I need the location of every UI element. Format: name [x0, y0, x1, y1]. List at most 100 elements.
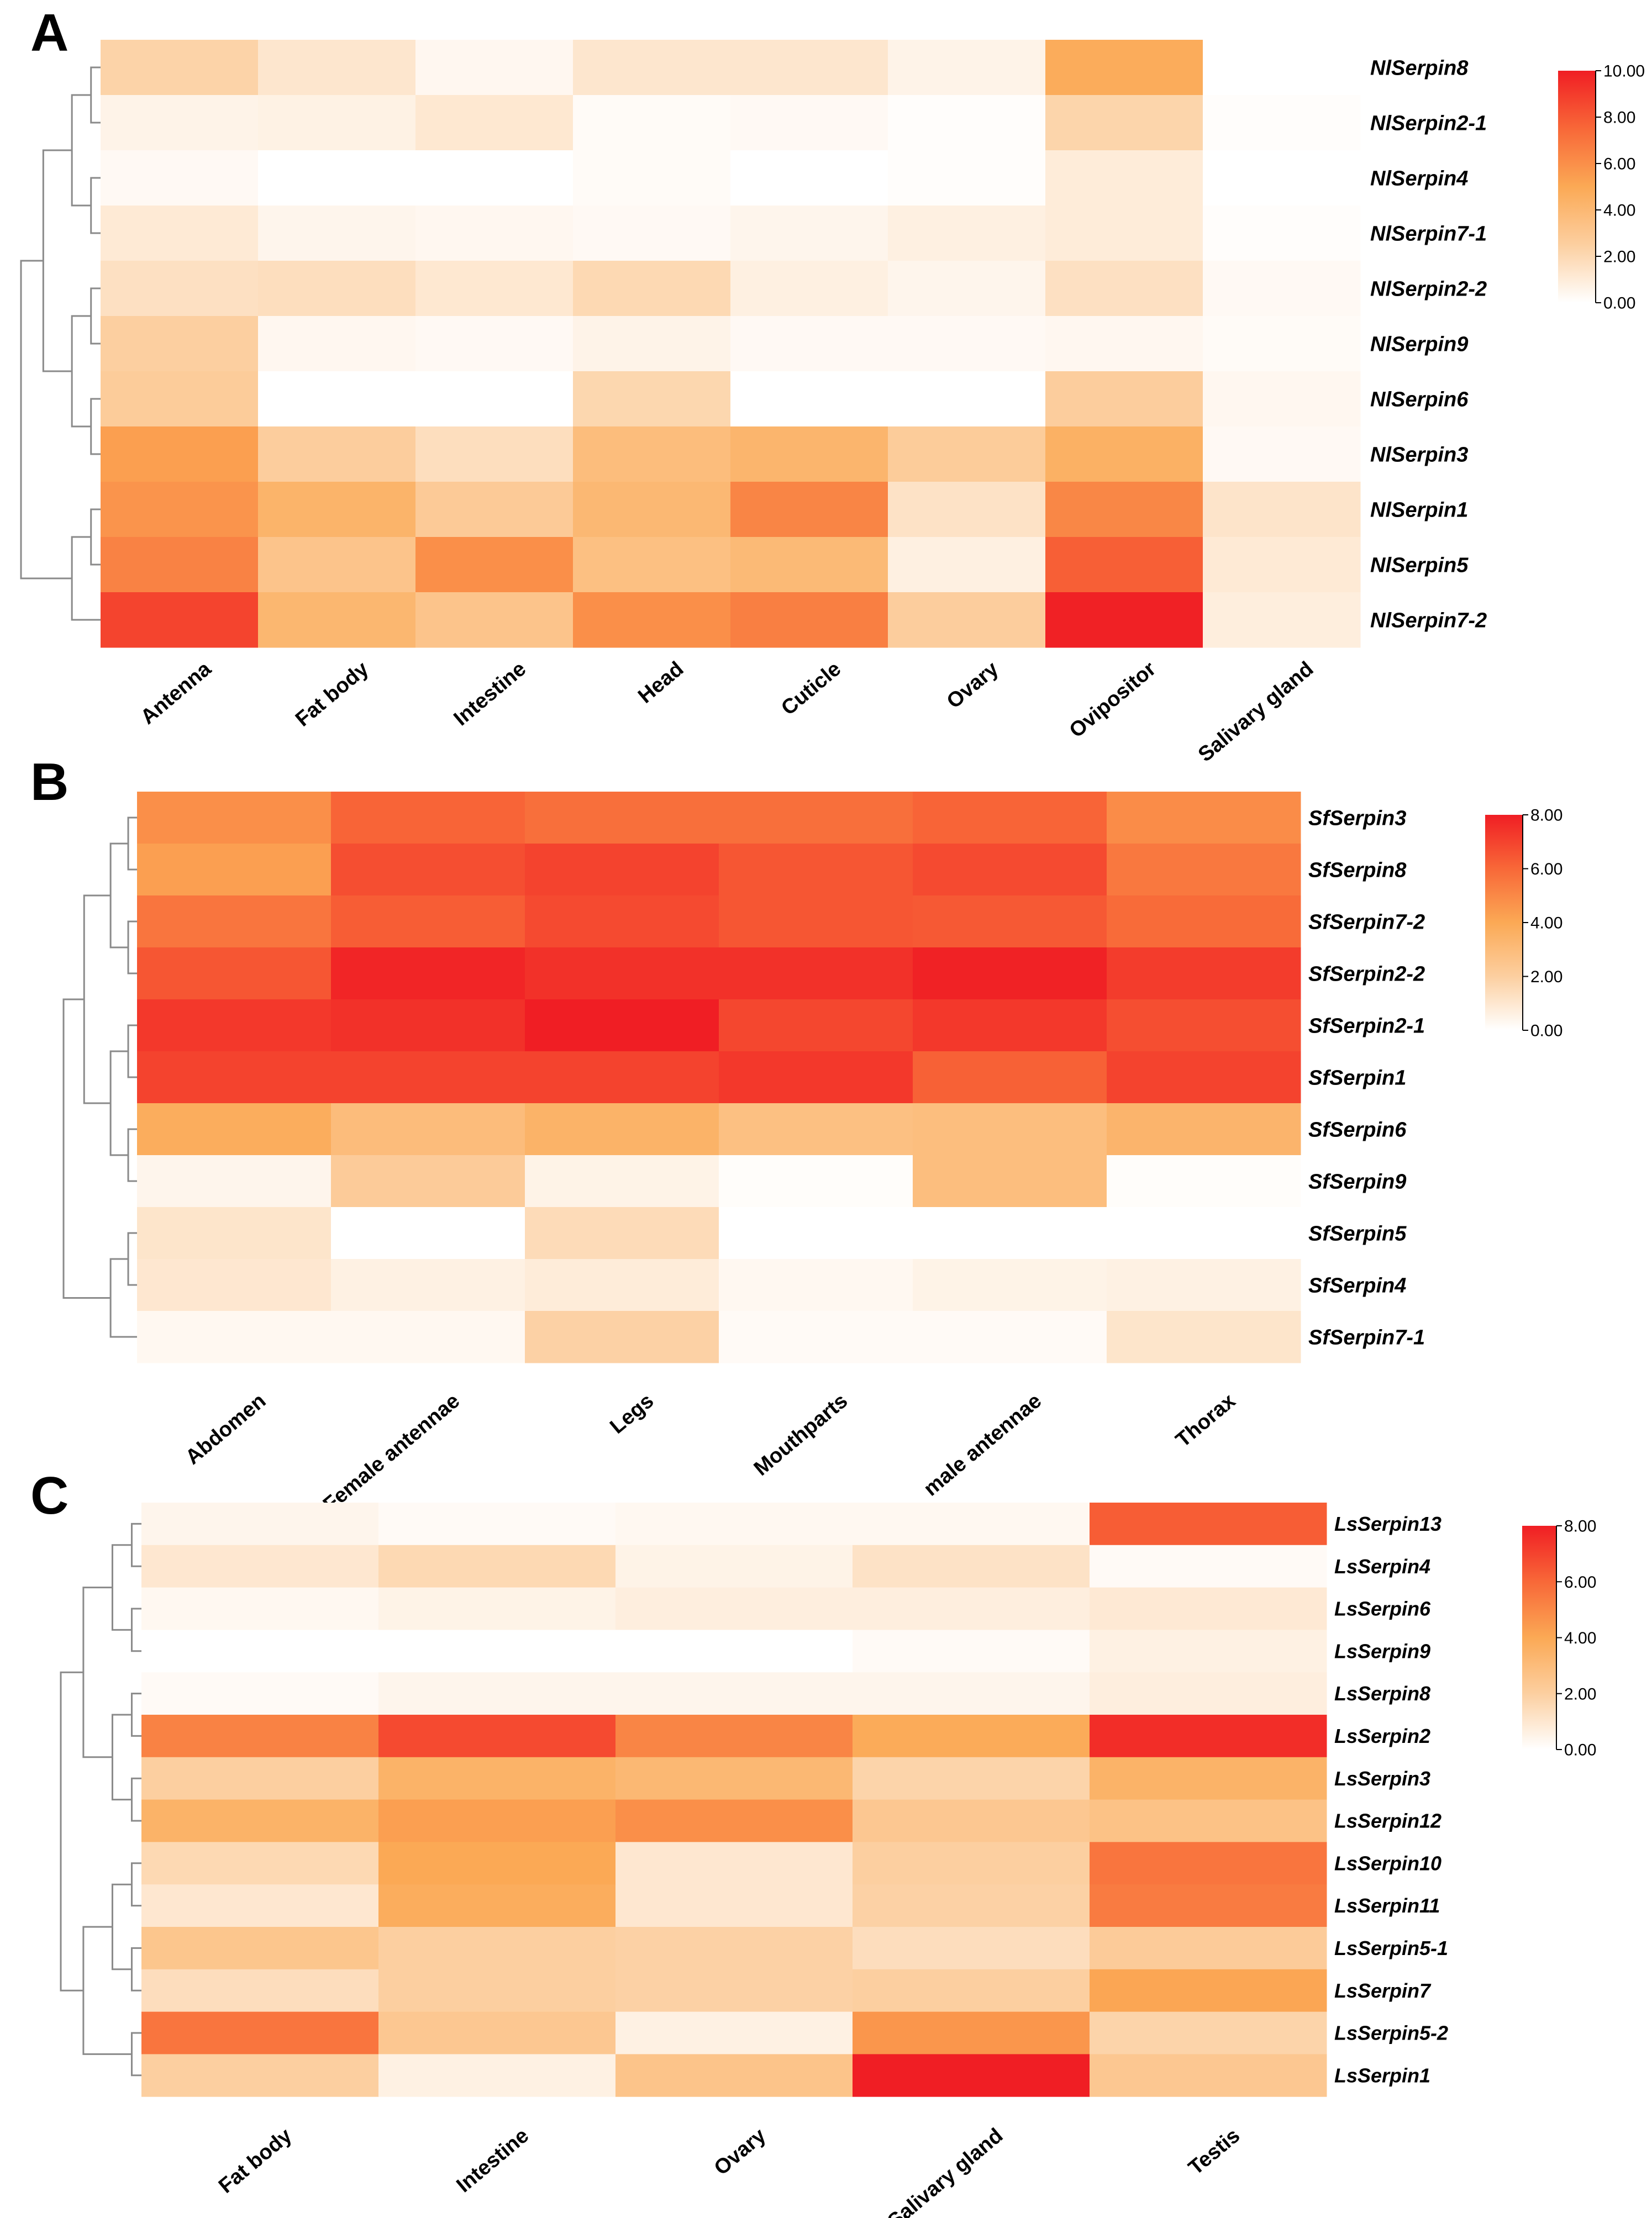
colorbar-tick-label: 6.00: [1564, 1573, 1596, 1592]
panel-b-heatmap: SfSerpin3 SfSerpin8 SfSerpin7-2 SfSerpin2-2…: [62, 792, 1562, 1516]
dendrogram-branch: [109, 1258, 137, 1338]
heatmap-cell: [137, 1155, 332, 1208]
heatmap-cell: [331, 895, 525, 948]
heatmap-cell: [730, 150, 888, 206]
colorbar-tick-label: 2.00: [1603, 248, 1635, 266]
row-label: NlSerpin8: [1370, 56, 1469, 80]
row-label: SfSerpin7-1: [1308, 1326, 1425, 1349]
colorbar-tick-label: 4.00: [1530, 914, 1562, 932]
heatmap-cell: [853, 1884, 1090, 1927]
heatmap-cell: [615, 1927, 853, 1970]
heatmap-cell: [1045, 95, 1203, 151]
heatmap-cell: [853, 1587, 1090, 1630]
column-label: Intestine: [453, 2124, 534, 2198]
heatmap-cell: [415, 316, 574, 372]
heatmap-cell: [101, 150, 259, 206]
heatmap-cell: [1107, 1311, 1301, 1363]
heatmap-cell: [525, 1155, 719, 1208]
row-label: LsSerpin11: [1334, 1894, 1440, 1917]
dendrogram-branch: [127, 1128, 137, 1182]
heatmap-cell: [378, 1503, 616, 1546]
heatmap-cell: [525, 1259, 719, 1311]
heatmap-cell: [1107, 947, 1301, 1000]
column-label: Thorax: [1171, 1389, 1240, 1452]
row-label: SfSerpin1: [1308, 1066, 1406, 1089]
dendrogram-branch: [90, 508, 101, 566]
heatmap-cell: [573, 261, 731, 317]
heatmap-cell: [101, 426, 259, 482]
heatmap-cell: [1045, 206, 1203, 261]
heatmap-cell: [730, 206, 888, 261]
heatmap-cell: [853, 2011, 1090, 2054]
heatmap-cell: [719, 1155, 913, 1208]
heatmap-cell: [1090, 1884, 1327, 1927]
heatmap-cell: [378, 1630, 616, 1673]
heatmap-cell: [615, 1757, 853, 1800]
heatmap-cell: [1203, 482, 1361, 538]
dendrogram-branch: [90, 177, 101, 234]
heatmap-cell: [853, 1969, 1090, 2012]
heatmap-cell: [378, 1884, 616, 1927]
heatmap-cell: [913, 947, 1107, 1000]
heatmap-cell: [1090, 1757, 1327, 1800]
dendrogram-branch: [83, 894, 111, 1104]
dendrogram-branch: [130, 1522, 141, 1567]
heatmap-cell: [719, 1259, 913, 1311]
heatmap-cell: [331, 999, 525, 1052]
dendrogram-branch: [127, 1232, 137, 1286]
row-label: SfSerpin7-2: [1308, 910, 1425, 934]
row-label: LsSerpin9: [1334, 1640, 1430, 1662]
row-label: SfSerpin8: [1308, 858, 1407, 882]
heatmap-cell: [888, 482, 1046, 538]
heatmap-cell: [137, 844, 332, 896]
heatmap-cell: [573, 150, 731, 206]
heatmap-cell: [137, 1051, 332, 1104]
heatmap-cell: [913, 844, 1107, 896]
heatmap-cell: [853, 1545, 1090, 1588]
heatmap-cell: [719, 1051, 913, 1104]
heatmap-cell: [331, 1051, 525, 1104]
row-label: LsSerpin4: [1334, 1555, 1430, 1578]
heatmap-cell: [1107, 1051, 1301, 1104]
heatmap-cell: [1090, 2054, 1327, 2097]
heatmap-cell: [258, 95, 416, 151]
heatmap-cell: [1090, 1799, 1327, 1842]
heatmap-cell: [615, 2011, 853, 2054]
row-label: LsSerpin8: [1334, 1682, 1430, 1705]
heatmap-cell: [1090, 1842, 1327, 1885]
dendrogram-branch: [90, 398, 101, 455]
dendrogram: [60, 1522, 141, 2077]
heatmap-cell: [378, 1927, 616, 1970]
heatmap-cell: [730, 95, 888, 151]
dendrogram-branch: [127, 816, 137, 871]
heatmap-cell: [913, 792, 1107, 844]
heatmap-cell: [615, 1884, 853, 1927]
heatmap-cell: [331, 844, 525, 896]
colorbar-tick-label: 0.00: [1564, 1741, 1596, 1759]
heatmap-cell: [1090, 1969, 1327, 2012]
heatmap-cell: [525, 1103, 719, 1156]
dendrogram-branch: [71, 315, 91, 428]
heatmap-cell: [1107, 1259, 1301, 1311]
heatmap-cell: [615, 1503, 853, 1546]
heatmap-cell: [101, 261, 259, 317]
heatmap-cell: [415, 150, 574, 206]
dendrogram-branch: [71, 94, 91, 207]
heatmap-cell: [331, 792, 525, 844]
heatmap-cell: [141, 1715, 379, 1758]
panel-letter-c: C: [30, 1466, 69, 1525]
heatmap-cell: [615, 1842, 853, 1885]
heatmap-cell: [615, 2054, 853, 2097]
heatmap-cell: [1107, 1103, 1301, 1156]
heatmap-cell: [719, 1103, 913, 1156]
heatmap-cell: [913, 1207, 1107, 1260]
dendrogram-branch: [42, 149, 72, 372]
heatmap-cell: [615, 1672, 853, 1715]
heatmap-cell: [1090, 1587, 1327, 1630]
dendrogram-branch: [82, 1926, 132, 2055]
column-label: male antennae: [919, 1389, 1046, 1501]
colorbar-tick-label: 0.00: [1603, 294, 1635, 313]
heatmap-cell: [415, 261, 574, 317]
heatmap-cell: [913, 1155, 1107, 1208]
dendrogram-branch: [82, 1587, 113, 1758]
